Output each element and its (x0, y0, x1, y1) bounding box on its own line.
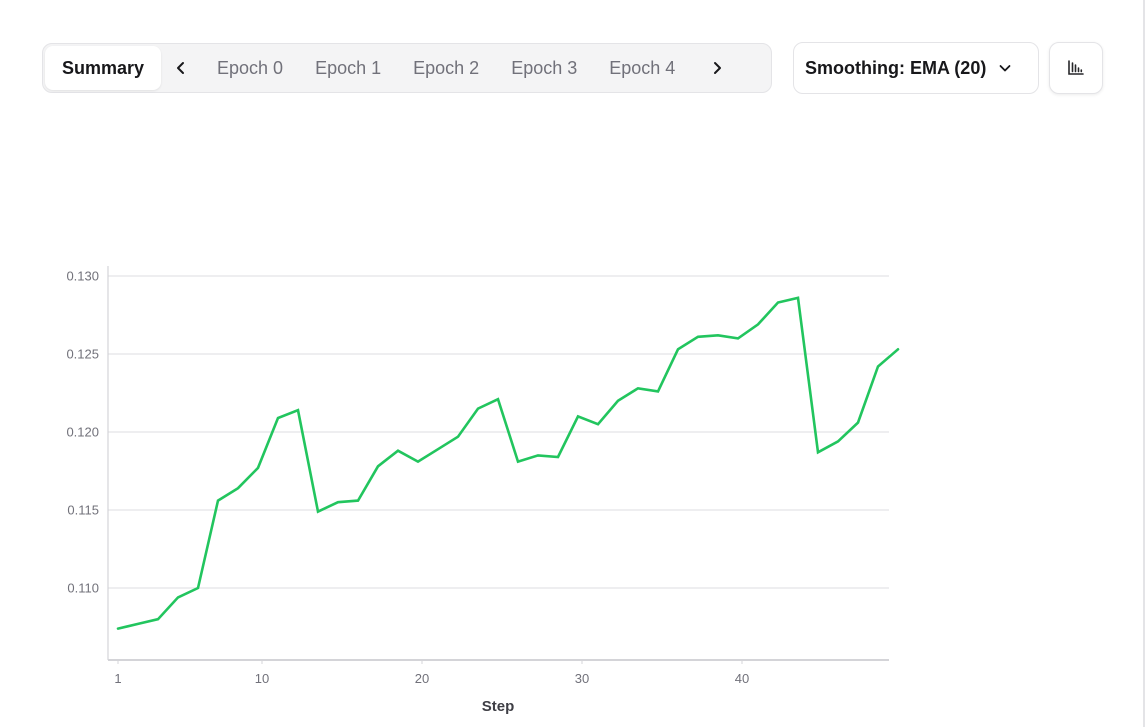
bar-chart-icon (1068, 60, 1084, 75)
tab-summary[interactable]: Summary (45, 46, 161, 90)
tabs-next-button[interactable] (697, 46, 737, 90)
x-axis-title: Step (482, 698, 515, 715)
y-tick-label: 0.125 (66, 347, 99, 362)
tab-epoch-2[interactable]: Epoch 2 (413, 57, 480, 78)
panel-divider (1143, 0, 1145, 727)
tab-epoch-4[interactable]: Epoch 4 (609, 57, 676, 78)
smoothing-dropdown[interactable]: Smoothing: EMA (20) (793, 42, 1039, 94)
x-tick-label: 20 (415, 671, 429, 686)
y-tick-label: 0.110 (67, 581, 99, 596)
series-line[interactable] (116, 296, 900, 630)
tab-epoch-0[interactable]: Epoch 0 (217, 57, 284, 78)
chevron-right-icon (714, 62, 722, 74)
chevron-down-icon (999, 65, 1011, 72)
y-tick-label: 0.115 (67, 503, 99, 518)
tab-epoch-1[interactable]: Epoch 1 (315, 57, 382, 78)
x-tick-label: 40 (735, 671, 749, 686)
epoch-tabs: Summary Epoch 0 Epoch 1 Epoch 2 Epoch 3 … (42, 43, 772, 93)
x-tick-label: 1 (114, 671, 121, 686)
tabs-prev-button[interactable] (161, 46, 201, 90)
tab-epoch-3[interactable]: Epoch 3 (511, 57, 578, 78)
smoothing-label: Smoothing: EMA (20) (805, 57, 987, 78)
x-tick-label: 10 (255, 671, 269, 686)
y-tick-label: 0.120 (66, 425, 99, 440)
chart-type-button[interactable] (1049, 42, 1103, 94)
y-tick-label: 0.130 (66, 269, 99, 284)
chevron-left-icon (177, 62, 184, 74)
x-tick-label: 30 (575, 671, 589, 686)
